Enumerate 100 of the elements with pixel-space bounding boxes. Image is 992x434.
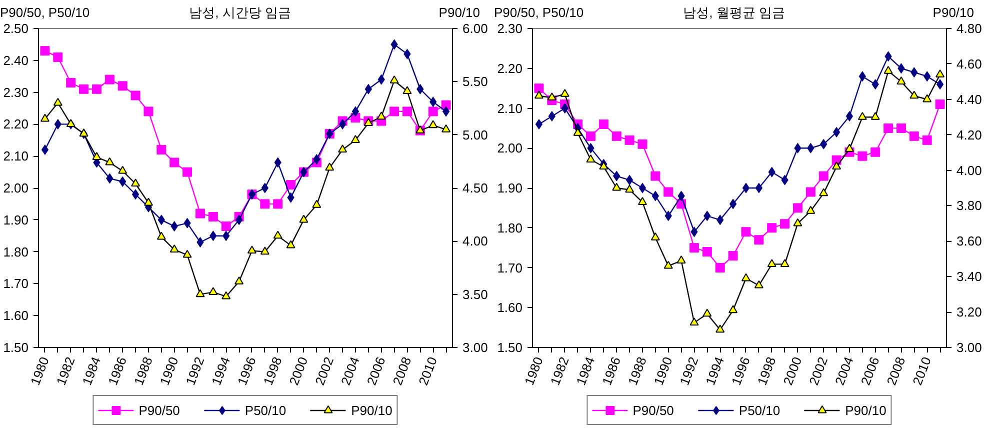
point [689, 243, 699, 253]
point [806, 187, 816, 197]
point [573, 128, 582, 136]
point [442, 124, 451, 132]
point [170, 244, 179, 252]
point [612, 182, 622, 191]
y2-axis-title: P90/10 [932, 4, 974, 22]
x-tick-label: 1984 [79, 354, 104, 388]
point [92, 84, 102, 94]
y2-tick-label: 4.60 [956, 56, 982, 72]
point [806, 206, 816, 214]
point [896, 76, 906, 84]
point [935, 100, 945, 110]
point [858, 151, 868, 161]
point [650, 171, 660, 181]
y-tick-label: 2.30 [497, 21, 523, 36]
y2-tick-label: 5.00 [462, 127, 488, 142]
y2-tick-label: 3.80 [956, 198, 982, 214]
point [92, 152, 102, 160]
point [132, 189, 140, 200]
x-tick-label: 1994 [702, 354, 728, 388]
x-tick-label: 1980 [522, 354, 546, 388]
point [638, 197, 647, 205]
point [780, 259, 790, 268]
point [66, 78, 76, 88]
y2-tick-label: 3.00 [462, 340, 488, 355]
point [909, 131, 919, 141]
point [560, 88, 570, 97]
x-tick-label: 2010 [910, 354, 934, 388]
x-tick-label: 1992 [676, 354, 702, 388]
point [234, 276, 244, 284]
point [664, 260, 673, 269]
x-tick-label: 2000 [780, 354, 805, 388]
point [312, 200, 322, 208]
point [286, 180, 296, 190]
point [79, 128, 88, 137]
x-tick-label: 1982 [547, 354, 572, 388]
y2-tick-label: 3.40 [956, 269, 982, 284]
x-tick-label: 1996 [728, 354, 753, 388]
y2-tick-label: 4.20 [956, 127, 982, 142]
x-tick-label: 1992 [182, 354, 208, 388]
x-tick-label: 2008 [390, 354, 414, 388]
point [131, 178, 140, 187]
point [182, 250, 192, 258]
y-tick-label: 1.60 [497, 300, 523, 316]
x-tick-label: 2006 [858, 354, 882, 388]
point [338, 118, 346, 130]
point [156, 144, 166, 154]
point [638, 139, 648, 149]
y-tick-label: 2.10 [3, 148, 29, 164]
point [910, 90, 919, 99]
point [222, 291, 231, 300]
point [936, 69, 945, 78]
y-tick-label: 1.70 [497, 260, 523, 276]
point [598, 119, 608, 129]
y-tick-label: 2.00 [497, 140, 523, 156]
point [922, 94, 932, 102]
point [325, 162, 334, 171]
x-tick-label: 1996 [234, 354, 259, 388]
point [40, 114, 50, 122]
x-tick-label: 1990 [156, 354, 182, 388]
point [599, 162, 608, 170]
point [338, 144, 348, 153]
point [286, 240, 296, 248]
point [767, 259, 776, 268]
y2-tick-label: 3.60 [956, 234, 982, 249]
point [118, 81, 128, 91]
point [702, 247, 712, 257]
point [260, 199, 270, 209]
point [170, 158, 180, 168]
y-tick-label: 1.80 [497, 220, 523, 236]
point [118, 166, 128, 174]
point [144, 106, 154, 116]
point [442, 106, 450, 117]
point [858, 112, 867, 120]
point [870, 112, 880, 120]
y-tick-label: 2.30 [3, 84, 29, 100]
point [716, 324, 725, 333]
point [105, 157, 114, 166]
point [819, 188, 828, 196]
y-tick-label: 2.20 [3, 116, 29, 132]
point [754, 280, 764, 288]
point [844, 144, 854, 152]
y2-tick-label: 3.00 [956, 340, 982, 355]
y2-tick-label: 4.80 [956, 21, 982, 36]
point [208, 287, 218, 296]
point [664, 187, 674, 197]
point [535, 118, 543, 130]
point [586, 131, 596, 141]
x-tick-label: 1984 [573, 354, 598, 388]
x-tick-label: 2004 [338, 354, 362, 388]
point [208, 212, 218, 222]
point [221, 222, 231, 232]
y-tick-label: 2.00 [3, 180, 29, 196]
point [428, 120, 438, 128]
point [561, 103, 568, 114]
point [352, 106, 360, 117]
y-tick-label: 1.60 [3, 308, 29, 324]
point [832, 162, 842, 170]
x-tick-label: 2004 [832, 354, 856, 388]
